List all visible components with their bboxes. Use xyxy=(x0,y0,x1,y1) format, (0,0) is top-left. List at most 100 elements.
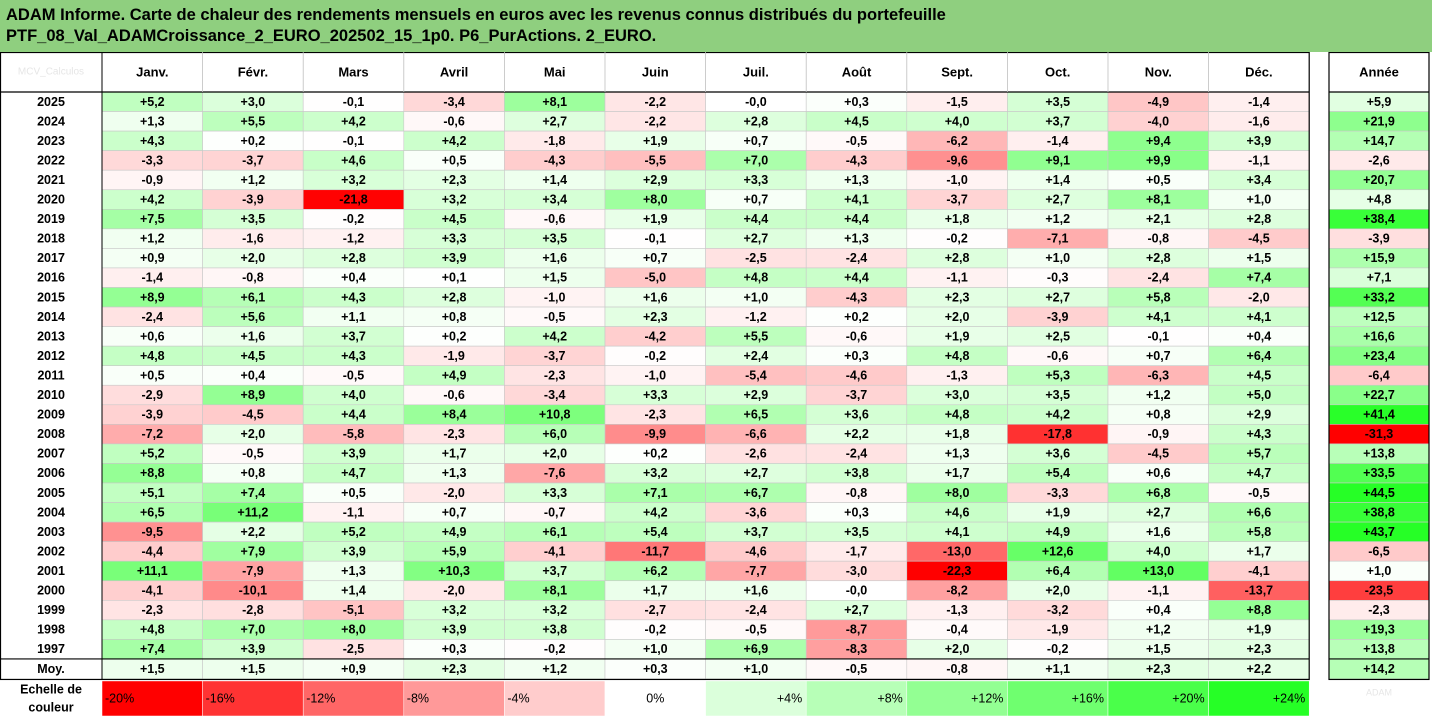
color-scale-label: couleur xyxy=(28,700,73,714)
heatmap-cell-value: +2,2 xyxy=(844,427,869,441)
average-annual-value: +14,2 xyxy=(1363,662,1395,676)
heatmap-cell-value: -5,0 xyxy=(645,271,667,285)
color-scale-swatch xyxy=(604,680,706,717)
heatmap-cell-value: +6,5 xyxy=(744,408,769,422)
heatmap-cell-value: +1,3 xyxy=(341,564,366,578)
heatmap-cell-value: -1,2 xyxy=(745,310,767,324)
heatmap-cell-value: +0,4 xyxy=(1247,329,1272,343)
heatmap-cell-value: -0,2 xyxy=(946,232,968,246)
color-scale-swatch xyxy=(101,680,203,717)
heatmap-cell-value: -4,3 xyxy=(846,290,868,304)
heatmap-cell-value: +3,9 xyxy=(442,623,467,637)
heatmap-cell-value: +8,1 xyxy=(542,95,567,109)
color-scale-stop-label: -8% xyxy=(407,691,429,705)
heatmap-cell-value: +3,5 xyxy=(1045,95,1070,109)
heatmap-cell-value: +0,7 xyxy=(442,505,467,519)
heatmap-cell-value: -1,0 xyxy=(946,173,968,187)
annual-cell-value: +44,5 xyxy=(1363,486,1395,500)
heatmap-cell-value: -4,5 xyxy=(242,408,264,422)
heatmap-cell-value: +4,3 xyxy=(1247,427,1272,441)
heatmap-cell-value: +6,4 xyxy=(1045,564,1070,578)
heatmap-cell-value: +6,0 xyxy=(542,427,567,441)
row-label-2023: 2023 xyxy=(37,134,65,148)
heatmap-cell-value: -0,0 xyxy=(846,584,868,598)
heatmap-cell-value: +2,5 xyxy=(1045,329,1070,343)
heatmap-cell-value: +3,9 xyxy=(1247,134,1272,148)
row-label-2004: 2004 xyxy=(37,505,65,519)
heatmap-cell-value: +1,3 xyxy=(945,447,970,461)
annual-cell-value: +5,9 xyxy=(1367,95,1392,109)
heatmap-cell-value: +5,9 xyxy=(442,544,467,558)
heatmap-cell-value: -4,1 xyxy=(142,584,164,598)
annual-cell-value: +14,7 xyxy=(1363,134,1395,148)
watermark-logo: ADAM xyxy=(1366,687,1392,697)
heatmap-cell-value: +4,6 xyxy=(341,153,366,167)
heatmap-cell-value: +1,7 xyxy=(1247,544,1272,558)
heatmap-cell-value: -1,6 xyxy=(1248,114,1270,128)
row-label-2010: 2010 xyxy=(37,388,65,402)
column-header-annual: Année xyxy=(1359,65,1399,80)
heatmap-cell-value: -1,7 xyxy=(846,544,868,558)
heatmap-cell-value: +4,9 xyxy=(1045,525,1070,539)
heatmap-cell-value: -2,4 xyxy=(846,447,868,461)
heatmap-cell-value: +1,3 xyxy=(844,232,869,246)
row-label-2021: 2021 xyxy=(37,173,65,187)
column-header-11: Nov. xyxy=(1145,65,1172,80)
heatmap-cell-value: +2,9 xyxy=(1247,408,1272,422)
heatmap-cell-value: +4,7 xyxy=(1247,466,1272,480)
heatmap-cell-value: +2,7 xyxy=(542,114,567,128)
heatmap-cell-value: +4,3 xyxy=(341,290,366,304)
heatmap-cell-value: +8,9 xyxy=(241,388,266,402)
heatmap-cell-value: +2,3 xyxy=(442,173,467,187)
heatmap-cell-value: -2,8 xyxy=(242,603,264,617)
heatmap-cell-value: -3,7 xyxy=(846,388,868,402)
heatmap-cell-value: +2,8 xyxy=(341,251,366,265)
heatmap-cell-value: -5,4 xyxy=(745,368,767,382)
row-label-2019: 2019 xyxy=(37,212,65,226)
row-label-2008: 2008 xyxy=(37,427,65,441)
heatmap-cell-value: +4,0 xyxy=(945,114,970,128)
annual-cell-value: +12,5 xyxy=(1363,310,1395,324)
heatmap-cell-value: +4,4 xyxy=(341,408,366,422)
heatmap-cell-value: +3,3 xyxy=(744,173,769,187)
heatmap-cell-value: -0,8 xyxy=(242,271,264,285)
annual-cell-value: +1,0 xyxy=(1367,564,1392,578)
row-label-2017: 2017 xyxy=(37,251,65,265)
heatmap-cell-value: +0,8 xyxy=(442,310,467,324)
heatmap-cell-value: -0,6 xyxy=(1047,349,1069,363)
color-scale-stop-label: -12% xyxy=(306,691,335,705)
heatmap-cell-value: +5,2 xyxy=(140,447,165,461)
heatmap-cell-value: +2,9 xyxy=(643,173,668,187)
heatmap-cell-value: +1,4 xyxy=(341,584,366,598)
heatmap-cell-value: -3,7 xyxy=(946,193,968,207)
row-label-2025: 2025 xyxy=(37,95,65,109)
heatmap-cell-value: +3,5 xyxy=(542,232,567,246)
heatmap-cell-value: -3,9 xyxy=(142,408,164,422)
heatmap-cell-value: +4,5 xyxy=(442,212,467,226)
row-label-2014: 2014 xyxy=(37,310,65,324)
heatmap-cell-value: -4,3 xyxy=(846,153,868,167)
heatmap-cell-value: -1,3 xyxy=(946,368,968,382)
heatmap-cell-value: +0,3 xyxy=(844,95,869,109)
heatmap-cell-value: -0,0 xyxy=(745,95,767,109)
heatmap-cell-value: +1,3 xyxy=(140,114,165,128)
heatmap-cell-value: -2,4 xyxy=(142,310,164,324)
column-header-7: Juil. xyxy=(743,65,769,80)
heatmap-cell-value: +0,3 xyxy=(844,505,869,519)
annual-cell-value: +33,5 xyxy=(1363,466,1395,480)
heatmap-cell-value: +1,2 xyxy=(140,232,165,246)
heatmap-cell-value: -0,6 xyxy=(544,212,566,226)
heatmap-cell-value: -0,6 xyxy=(443,114,465,128)
heatmap-cell-value: +2,3 xyxy=(1247,642,1272,656)
annual-cell-value: +23,4 xyxy=(1363,349,1395,363)
report-title: ADAM Informe. Carte de chaleur des rende… xyxy=(0,0,1432,52)
heatmap-cell-value: -3,7 xyxy=(242,153,264,167)
heatmap-cell-value: +8,8 xyxy=(1247,603,1272,617)
color-scale-swatch xyxy=(906,680,1008,717)
column-header-12: Déc. xyxy=(1245,65,1272,80)
heatmap-cell-value: -3,7 xyxy=(544,349,566,363)
annual-cell-value: -6,4 xyxy=(1368,368,1390,382)
heatmap-cell-value: -7,1 xyxy=(1047,232,1069,246)
color-scale-stop-label: +20% xyxy=(1172,691,1204,705)
heatmap-cell-value: +9,4 xyxy=(1146,134,1171,148)
